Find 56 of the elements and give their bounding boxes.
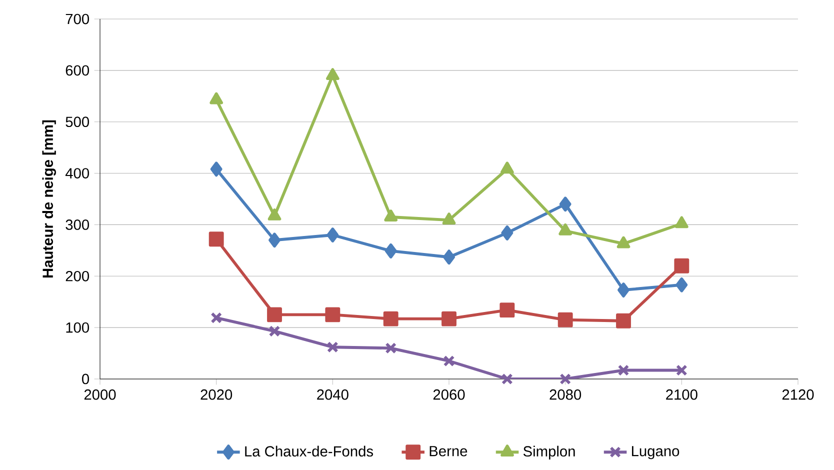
point	[443, 250, 455, 265]
x-tick-label: 2080	[550, 389, 582, 400]
y-tick-label: 400	[65, 168, 90, 178]
legend-label: Lugano	[632, 446, 680, 460]
point	[210, 312, 222, 324]
point	[325, 307, 340, 322]
point	[560, 373, 572, 385]
y-tick-label: 500	[66, 116, 90, 128]
point	[676, 277, 688, 292]
point	[558, 312, 573, 328]
point	[210, 92, 224, 104]
point	[442, 212, 456, 225]
point	[618, 282, 630, 298]
x-tick-label: 2020	[200, 389, 232, 400]
point	[616, 313, 631, 328]
point	[208, 232, 224, 247]
point	[558, 223, 572, 236]
point	[675, 216, 688, 228]
point	[676, 364, 688, 376]
point	[618, 364, 630, 376]
point	[326, 228, 339, 242]
legend-label: La Chaux-de-Fonds	[245, 446, 374, 457]
point	[501, 225, 514, 240]
y-tick-label: 300	[66, 220, 90, 230]
point	[500, 302, 515, 318]
y-axis-title: Hauteur de neige [mm]	[42, 120, 56, 278]
y-tick-label: 700	[66, 14, 90, 24]
point	[326, 68, 340, 80]
x-tick-label: 2060	[433, 389, 465, 400]
point	[674, 258, 690, 274]
point	[210, 162, 222, 177]
point	[559, 196, 572, 212]
point	[268, 325, 280, 337]
y-tick-label: 600	[66, 65, 90, 76]
x-tick-label: 2120	[782, 389, 814, 400]
y-tick-label: 100	[66, 322, 90, 333]
point	[326, 341, 338, 353]
point	[385, 342, 397, 354]
legend-label: Berne	[430, 446, 468, 456]
point	[267, 307, 282, 322]
point	[443, 355, 455, 367]
y-tick-label: 0	[82, 374, 90, 384]
point	[384, 210, 398, 222]
point	[383, 311, 398, 326]
x-tick-label: 2040	[317, 389, 348, 400]
point	[268, 208, 282, 220]
point	[501, 373, 513, 385]
point	[442, 311, 456, 326]
x-tick-label: 2000	[84, 389, 116, 400]
y-tick-label: 200	[66, 270, 90, 282]
point	[268, 232, 280, 248]
legend-label: Simplon	[523, 446, 575, 460]
point	[616, 236, 630, 248]
point	[500, 162, 514, 174]
point	[384, 243, 397, 258]
x-tick-label: 2100	[666, 389, 698, 400]
